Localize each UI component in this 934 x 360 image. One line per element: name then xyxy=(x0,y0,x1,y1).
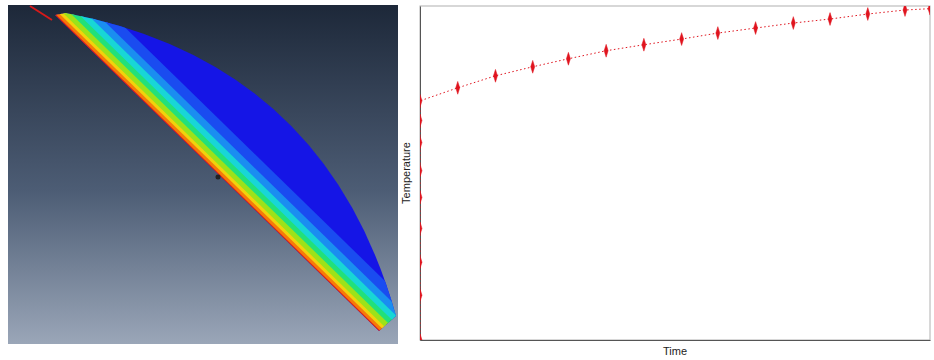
marker xyxy=(420,114,422,127)
chart: Time Temperature xyxy=(400,2,932,357)
probe-point xyxy=(216,175,221,180)
plot-frame xyxy=(420,6,930,340)
contour-band xyxy=(44,0,405,342)
x-axis xyxy=(421,340,931,341)
marker xyxy=(642,38,646,51)
axis-line xyxy=(421,340,931,341)
marker xyxy=(828,13,832,26)
marker xyxy=(791,17,795,30)
marker xyxy=(531,60,535,73)
x-axis-title: Time xyxy=(663,345,687,357)
marker xyxy=(928,6,930,15)
contour-band xyxy=(47,0,408,338)
render-panel xyxy=(8,0,423,348)
marker xyxy=(866,8,870,21)
y-axis-title: Temperature xyxy=(400,142,412,204)
marker xyxy=(420,222,422,235)
marker xyxy=(604,44,608,57)
plot-marks xyxy=(420,6,930,340)
contour-band xyxy=(55,0,418,330)
path-arrow xyxy=(30,6,52,20)
marker xyxy=(420,191,422,204)
marker xyxy=(420,94,422,107)
contour-band xyxy=(37,0,397,348)
contour-band xyxy=(51,0,413,335)
marker xyxy=(754,22,758,35)
marker xyxy=(903,6,907,16)
marker xyxy=(680,33,684,46)
marker xyxy=(420,136,422,149)
marker xyxy=(420,164,422,177)
marker xyxy=(456,81,460,94)
contour-bands xyxy=(37,0,423,348)
marker xyxy=(420,334,422,340)
marker xyxy=(716,27,720,40)
marker xyxy=(493,69,497,82)
series-line xyxy=(420,9,930,340)
marker xyxy=(420,256,422,269)
marker xyxy=(566,52,570,65)
contour-band xyxy=(42,0,402,344)
contour-band xyxy=(60,0,423,325)
render-background xyxy=(8,5,398,344)
contour-band xyxy=(39,0,399,346)
figure: Time Temperature xyxy=(0,0,934,360)
marker xyxy=(420,289,422,302)
